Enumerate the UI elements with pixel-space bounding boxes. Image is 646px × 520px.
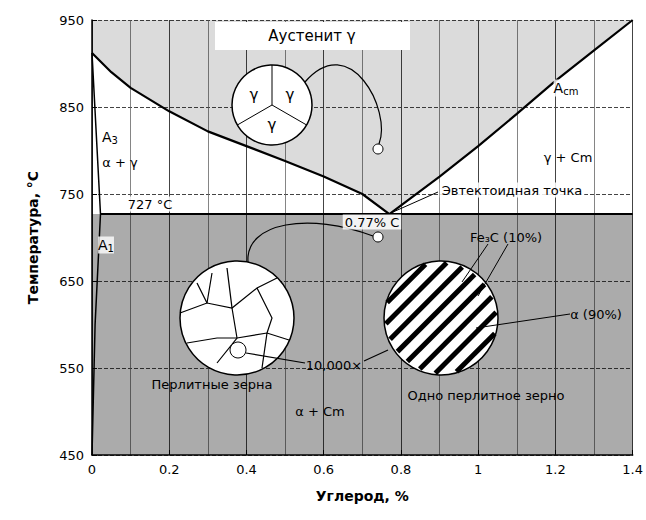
svg-text:3: 3 — [112, 135, 118, 146]
svg-text:727 °C: 727 °C — [128, 197, 173, 212]
svg-text:A: A — [102, 129, 112, 145]
svg-text:Fe₃C (10%): Fe₃C (10%) — [470, 230, 542, 245]
svg-text:α (90%): α (90%) — [570, 307, 622, 322]
svg-text:0.2: 0.2 — [159, 462, 180, 477]
svg-text:γ: γ — [268, 116, 277, 134]
svg-text:α + Cm: α + Cm — [295, 404, 344, 419]
svg-text:1.4: 1.4 — [622, 462, 643, 477]
svg-text:Одно перлитное зерно: Одно перлитное зерно — [407, 388, 564, 403]
svg-text:450: 450 — [59, 448, 84, 463]
svg-text:α + γ: α + γ — [102, 155, 138, 170]
svg-text:950: 950 — [59, 13, 84, 28]
svg-text:Эвтектоидная точка: Эвтектоидная точка — [442, 183, 583, 198]
svg-text:1: 1 — [108, 243, 114, 254]
svg-text:A: A — [98, 237, 108, 253]
svg-text:0.8: 0.8 — [391, 462, 412, 477]
svg-text:850: 850 — [59, 100, 84, 115]
svg-text:Температура, °C: Температура, °C — [25, 171, 41, 304]
svg-text:cm: cm — [563, 86, 578, 97]
svg-text:550: 550 — [59, 361, 84, 376]
svg-text:Углерод, %: Углерод, % — [316, 488, 409, 504]
svg-text:10,000×: 10,000× — [306, 358, 362, 373]
svg-text:γ: γ — [286, 86, 295, 104]
svg-text:0.6: 0.6 — [313, 462, 334, 477]
svg-text:1.2: 1.2 — [545, 462, 566, 477]
svg-text:Аустенит γ: Аустенит γ — [268, 27, 355, 45]
svg-text:650: 650 — [59, 274, 84, 289]
svg-text:γ: γ — [250, 86, 259, 104]
svg-text:A: A — [554, 80, 564, 96]
svg-text:0.77% C: 0.77% C — [345, 215, 400, 230]
svg-text:1: 1 — [474, 462, 482, 477]
svg-text:0.4: 0.4 — [236, 462, 257, 477]
svg-text:Перлитные зерна: Перлитные зерна — [152, 377, 273, 392]
svg-text:0: 0 — [88, 462, 96, 477]
svg-text:γ + Cm: γ + Cm — [544, 150, 593, 165]
svg-text:750: 750 — [59, 187, 84, 202]
